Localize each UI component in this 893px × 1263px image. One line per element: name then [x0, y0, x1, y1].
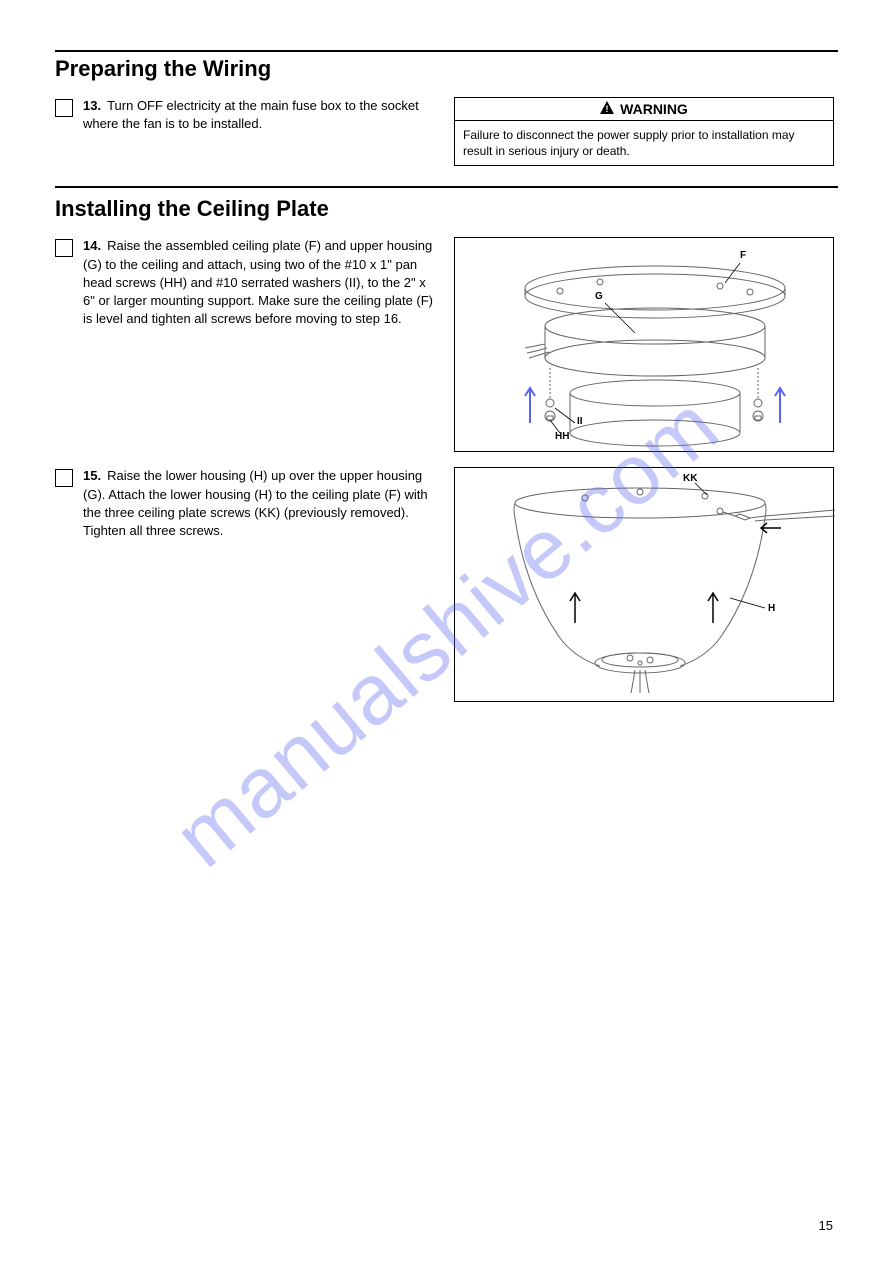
step-15-content: 15.Raise the lower housing (H) up over t… — [83, 467, 439, 540]
step-13-text: Turn OFF electricity at the main fuse bo… — [83, 98, 419, 131]
step-14-left: 14.Raise the assembled ceiling plate (F)… — [55, 237, 439, 452]
step-14-num: 14. — [83, 238, 101, 253]
step-15-text: Raise the lower housing (H) up over the … — [83, 468, 428, 538]
section1-content: 13.Turn OFF electricity at the main fuse… — [55, 97, 838, 166]
svg-text:!: ! — [606, 104, 609, 114]
fig1-label-G: G — [595, 291, 603, 302]
step-13-row: 13.Turn OFF electricity at the main fuse… — [55, 97, 439, 133]
step-13-content: 13.Turn OFF electricity at the main fuse… — [83, 97, 439, 133]
page-number: 15 — [819, 1218, 833, 1233]
section1-left: 13.Turn OFF electricity at the main fuse… — [55, 97, 439, 166]
figure-1: G F HH II — [454, 237, 834, 452]
step-14-row: 14.Raise the assembled ceiling plate (F)… — [55, 237, 439, 328]
step-14-checkbox[interactable] — [55, 239, 73, 257]
step-15-right: KK H — [454, 467, 838, 702]
fig2-label-H: H — [768, 603, 775, 614]
warning-body: Failure to disconnect the power supply p… — [455, 121, 833, 165]
section-header-ceiling: Installing the Ceiling Plate — [55, 196, 838, 222]
step-14-container: 14.Raise the assembled ceiling plate (F)… — [55, 237, 838, 452]
step-15-container: 15.Raise the lower housing (H) up over t… — [55, 467, 838, 702]
section-header-wiring: Preparing the Wiring — [55, 50, 838, 82]
warning-title: WARNING — [620, 101, 688, 117]
step-14-content: 14.Raise the assembled ceiling plate (F)… — [83, 237, 439, 328]
page-container: Preparing the Wiring 13.Turn OFF electri… — [0, 0, 893, 752]
fig1-label-HH: HH — [555, 431, 569, 442]
warning-header: ! WARNING — [455, 98, 833, 121]
step-15-row: 15.Raise the lower housing (H) up over t… — [55, 467, 439, 540]
step-15-left: 15.Raise the lower housing (H) up over t… — [55, 467, 439, 702]
step-13-num: 13. — [83, 98, 101, 113]
section1-right: ! WARNING Failure to disconnect the powe… — [454, 97, 838, 166]
fig1-label-F: F — [740, 250, 746, 261]
figure-2: KK H — [454, 467, 834, 702]
section2-title: Installing the Ceiling Plate — [55, 196, 838, 222]
fig2-label-KK: KK — [683, 473, 697, 484]
section1-title: Preparing the Wiring — [55, 56, 838, 82]
fig1-label-II: II — [577, 416, 583, 427]
step-14-right: G F HH II — [454, 237, 838, 452]
step-13-checkbox[interactable] — [55, 99, 73, 117]
warning-box: ! WARNING Failure to disconnect the powe… — [454, 97, 834, 166]
warning-triangle-icon: ! — [600, 101, 614, 117]
step-15-checkbox[interactable] — [55, 469, 73, 487]
step-15-num: 15. — [83, 468, 101, 483]
step-14-text: Raise the assembled ceiling plate (F) an… — [83, 238, 433, 326]
section-divider — [55, 186, 838, 188]
